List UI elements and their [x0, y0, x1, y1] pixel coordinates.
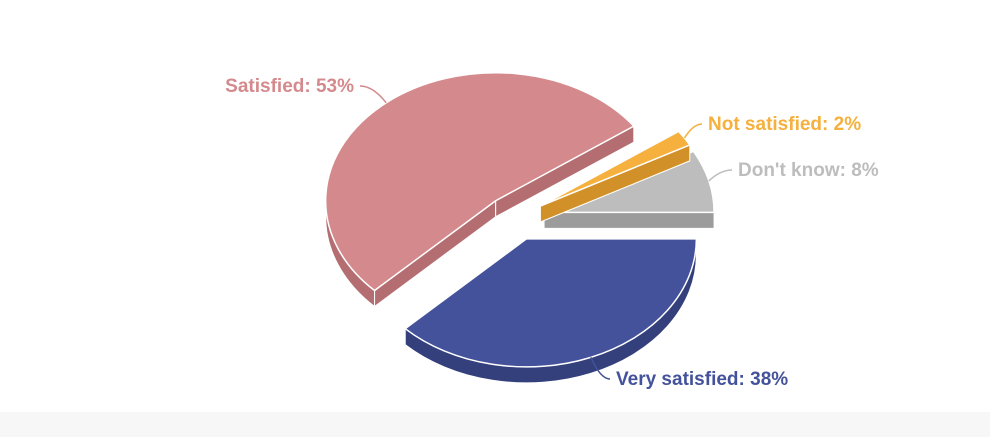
pie-slice-satisfied — [324, 71, 636, 308]
pie-slice-very-satisfied — [403, 237, 698, 384]
slice-label-don-t-know: Don't know: 8% — [738, 160, 879, 181]
pie-slice-satisfied-top — [324, 71, 636, 292]
chart-footer-shade — [0, 412, 990, 437]
pie-slice-very-satisfied-top — [403, 238, 698, 368]
slice-label-very-satisfied: Very satisfied: 38% — [616, 369, 788, 390]
slice-label-satisfied: Satisfied: 53% — [225, 76, 354, 97]
leader-line-not-satisfied — [683, 123, 703, 139]
pie-slice-not-satisfied — [539, 130, 691, 223]
leader-line-satisfied — [359, 85, 387, 104]
pie-slice-don-t-know-wall-1 — [543, 211, 715, 229]
leader-line-very-satisfied — [590, 357, 611, 380]
leader-line-don-t-know — [708, 169, 733, 182]
pie-slice-not-satisfied-top — [540, 130, 691, 207]
slice-label-not-satisfied: Not satisfied: 2% — [708, 114, 861, 135]
